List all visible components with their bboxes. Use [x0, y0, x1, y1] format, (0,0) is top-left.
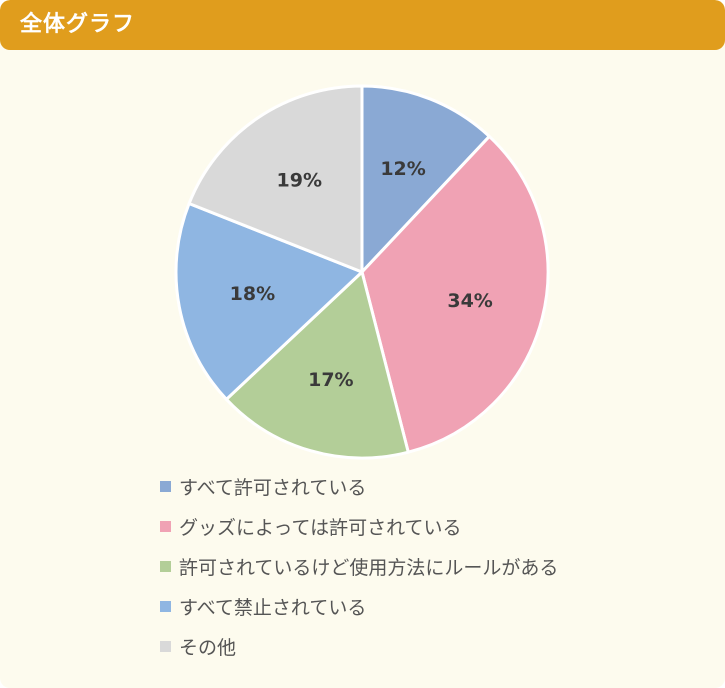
legend-label: すべて禁止されている	[179, 597, 367, 619]
pie-slice	[360, 84, 491, 274]
header-title: 全体グラフ	[20, 12, 136, 37]
slice-data-label: 18%	[230, 283, 275, 305]
legend-item: その他	[160, 632, 558, 672]
pie-slice	[360, 134, 550, 454]
legend-item: グッズによっては許可されている	[160, 512, 558, 552]
slice-data-label: 19%	[277, 170, 322, 192]
legend-swatch-icon	[160, 641, 171, 652]
slice-data-label: 12%	[380, 158, 425, 180]
legend-label: 許可されているけど使用方法にルールがある	[179, 557, 559, 579]
legend-item: すべて許可されている	[160, 472, 558, 512]
legend-label: すべて許可されている	[179, 477, 367, 499]
legend-swatch-icon	[160, 521, 171, 532]
legend-swatch-icon	[160, 601, 171, 612]
legend-label: その他	[179, 637, 237, 659]
legend-swatch-icon	[160, 561, 171, 572]
chart-legend: すべて許可されているグッズによっては許可されている許可されているけど使用方法にル…	[160, 472, 558, 672]
legend-item: すべて禁止されている	[160, 592, 558, 632]
pie-slice	[174, 202, 364, 401]
pie-chart: 12% 34% 17% 18% 19%	[174, 84, 550, 460]
legend-item: 許可されているけど使用方法にルールがある	[160, 552, 558, 592]
pie-slice	[187, 84, 364, 274]
slice-data-label: 34%	[447, 290, 492, 312]
legend-label: グッズによっては許可されている	[179, 517, 462, 539]
card-header: 全体グラフ	[0, 0, 725, 50]
legend-swatch-icon	[160, 481, 171, 492]
slice-data-label: 17%	[308, 369, 353, 391]
pie-slice	[224, 270, 410, 460]
